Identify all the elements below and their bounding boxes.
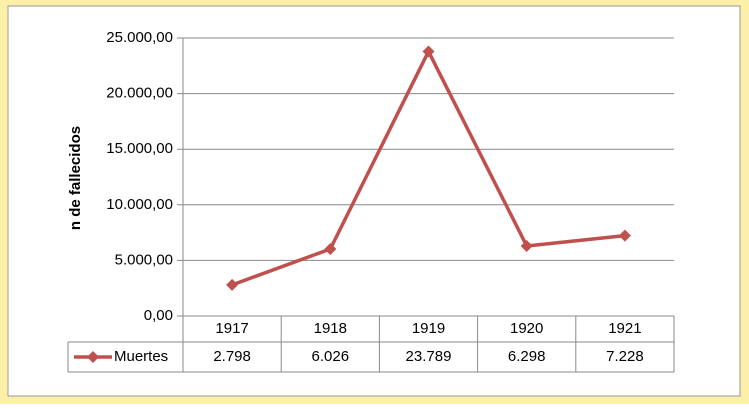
x-tick-label: 1920 bbox=[510, 320, 543, 337]
x-tick-label: 1918 bbox=[314, 320, 347, 337]
data-marker bbox=[324, 242, 337, 255]
y-axis-title: n de fallecidos bbox=[67, 126, 84, 230]
y-tick-label: 0,00 bbox=[144, 307, 173, 324]
x-tick-label: 1919 bbox=[412, 320, 445, 337]
data-label: 6.026 bbox=[312, 348, 350, 365]
chart-panel bbox=[7, 5, 741, 397]
data-marker bbox=[618, 229, 631, 242]
legend-label: Muertes bbox=[114, 348, 168, 365]
x-tick-label: 1917 bbox=[215, 320, 248, 337]
data-label: 23.789 bbox=[406, 348, 452, 365]
data-label: 6.298 bbox=[508, 348, 546, 365]
legend-marker bbox=[87, 351, 99, 363]
y-tick-label: 15.000,00 bbox=[106, 140, 173, 157]
x-tick-label: 1921 bbox=[608, 320, 641, 337]
data-marker bbox=[226, 278, 239, 291]
data-marker bbox=[422, 45, 435, 58]
y-tick-label: 5.000,00 bbox=[115, 251, 173, 268]
data-marker bbox=[520, 239, 533, 252]
y-tick-label: 25.000,00 bbox=[106, 29, 173, 46]
data-label: 2.798 bbox=[213, 348, 251, 365]
y-tick-label: 20.000,00 bbox=[106, 85, 173, 102]
data-label: 7.228 bbox=[606, 348, 644, 365]
y-tick-label: 10.000,00 bbox=[106, 196, 173, 213]
